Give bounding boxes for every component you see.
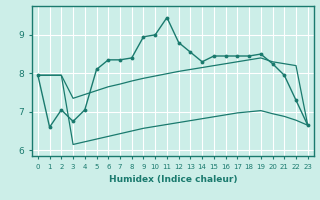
X-axis label: Humidex (Indice chaleur): Humidex (Indice chaleur) [108,175,237,184]
